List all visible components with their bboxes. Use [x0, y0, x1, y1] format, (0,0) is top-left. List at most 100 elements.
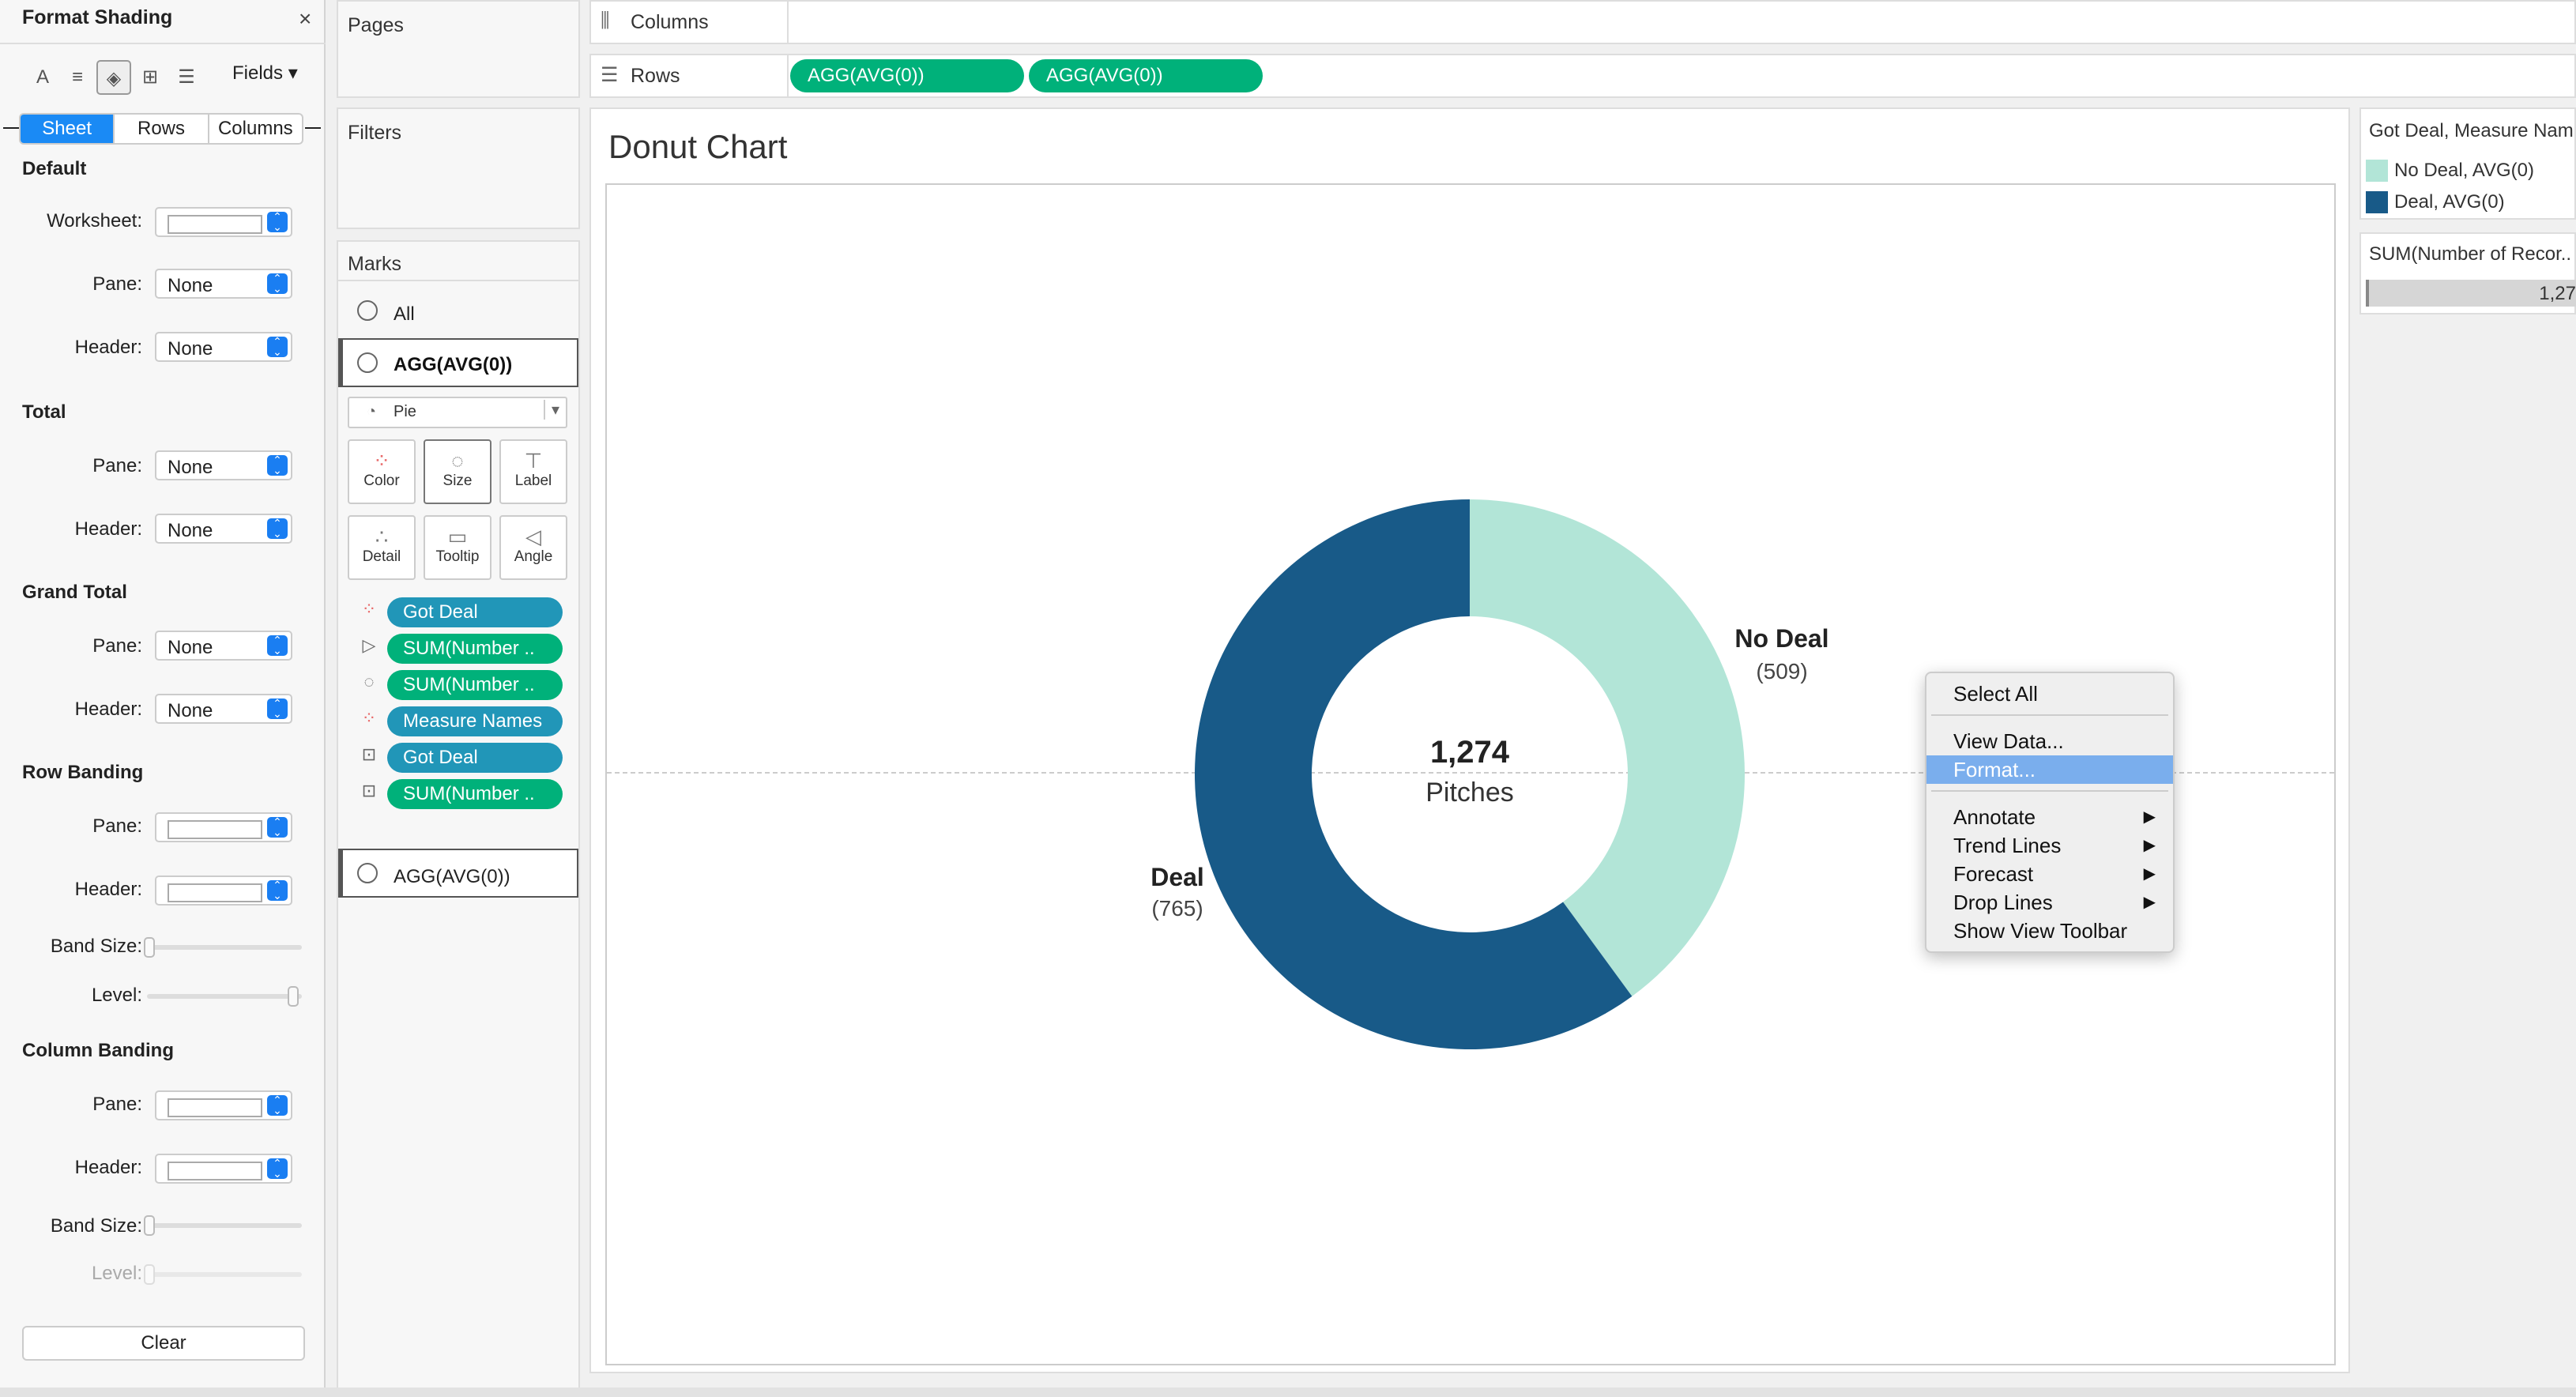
marks-pill-sum-size[interactable]: SUM(Number ..	[387, 670, 563, 700]
menu-item-format[interactable]: Format...	[1926, 755, 2173, 784]
marks-layer-1-label: AGG(AVG(0))	[394, 354, 513, 375]
donut-slice-deal[interactable]	[1194, 499, 1633, 1049]
header-label: Header:	[74, 1157, 142, 1178]
clear-button[interactable]: Clear	[22, 1326, 305, 1361]
grand-total-header-select[interactable]: None ⌃ ⌄	[155, 694, 292, 724]
size-legend-title: SUM(Number of Recor..	[2369, 243, 2572, 265]
donut-chart[interactable]	[1185, 490, 1754, 1059]
submenu-arrow-icon: ▶	[2143, 808, 2156, 826]
marks-layer-1[interactable]	[338, 338, 578, 387]
marks-pill-measure-names[interactable]: Measure Names	[387, 706, 563, 736]
grand-total-pane-select[interactable]: None ⌃ ⌄	[155, 631, 292, 661]
marks-pill-got-deal-label[interactable]: Got Deal	[387, 743, 563, 773]
row-banding-pane-color[interactable]: ⌃ ⌄	[155, 812, 292, 842]
donut-slice-no-deal[interactable]	[1470, 499, 1745, 996]
color-dots-icon: ⁘	[373, 449, 390, 473]
button-label: Detail	[362, 548, 401, 565]
color-legend[interactable]	[2359, 107, 2576, 220]
menu-item-select-all[interactable]: Select All	[1953, 682, 2038, 706]
stepper-icon: ⌃ ⌄	[267, 273, 288, 294]
color-button[interactable]: ⁘ Color	[348, 439, 416, 504]
menu-item-view-data[interactable]: View Data...	[1953, 729, 2064, 753]
legend-item-no-deal[interactable]: No Deal, AVG(0)	[2394, 160, 2534, 181]
marks-all-label[interactable]: All	[394, 303, 415, 325]
tab-rows[interactable]: Rows	[115, 115, 209, 143]
tooltip-button[interactable]: ▭ Tooltip	[424, 515, 491, 580]
color-swatch	[168, 1162, 262, 1180]
label-button[interactable]: ⊤ Label	[499, 439, 567, 504]
shading-icon[interactable]: ◈	[96, 60, 131, 95]
detail-icon: ∴	[375, 525, 389, 548]
slider-knob[interactable]	[144, 937, 155, 958]
marks-layer-2[interactable]	[338, 849, 578, 898]
fields-dropdown[interactable]: Fields ▾	[232, 62, 298, 84]
marks-pill-got-deal-color[interactable]: Got Deal	[387, 597, 563, 627]
button-label: Angle	[514, 548, 553, 565]
color-legend-title: Got Deal, Measure Nam	[2369, 120, 2574, 141]
menu-item-annotate[interactable]: Annotate ▶	[1926, 803, 2173, 831]
worksheet-label: Worksheet:	[47, 210, 142, 232]
tab-sheet[interactable]: Sheet	[21, 115, 115, 143]
default-header-select[interactable]: None ⌃ ⌄	[155, 332, 292, 362]
rows-pill-1[interactable]: AGG(AVG(0))	[790, 59, 1024, 92]
scope-tabs: Sheet Rows Columns	[19, 113, 303, 145]
label-icon: ⊤	[524, 449, 543, 473]
total-pane-select[interactable]: None ⌃ ⌄	[155, 450, 292, 480]
total-header-select[interactable]: None ⌃ ⌄	[155, 514, 292, 544]
rows-label: Rows	[631, 65, 680, 87]
menu-item-trend-lines[interactable]: Trend Lines ▶	[1926, 831, 2173, 860]
stepper-icon: ⌃ ⌄	[267, 518, 288, 539]
marks-pill-sum-label[interactable]: SUM(Number ..	[387, 779, 563, 809]
stepper-icon: ⌃ ⌄	[267, 698, 288, 719]
band-size-slider[interactable]	[147, 945, 302, 950]
column-banding-pane-color[interactable]: ⌃ ⌄	[155, 1090, 292, 1120]
band-size-slider[interactable]	[147, 1223, 302, 1228]
header-label: Header:	[74, 518, 142, 540]
lines-icon[interactable]: ☰	[178, 66, 195, 88]
mark-type-select[interactable]	[348, 397, 567, 428]
menu-item-drop-lines[interactable]: Drop Lines ▶	[1926, 888, 2173, 917]
slider-knob[interactable]	[144, 1215, 155, 1236]
pane-label: Pane:	[92, 273, 142, 295]
size-button[interactable]: ◌ Size	[424, 439, 491, 504]
tab-divider-line	[305, 127, 321, 129]
select-value: None	[168, 338, 213, 360]
color-swatch	[168, 215, 262, 234]
button-label: Size	[443, 473, 473, 489]
stepper-icon: ⌃ ⌄	[267, 454, 288, 476]
borders-icon[interactable]: ⊞	[141, 66, 159, 88]
tab-columns[interactable]: Columns	[217, 118, 293, 139]
divider	[787, 0, 789, 44]
legend-item-deal[interactable]: Deal, AVG(0)	[2394, 191, 2505, 213]
default-pane-select[interactable]: None ⌃ ⌄	[155, 269, 292, 299]
rows-pill-2[interactable]: AGG(AVG(0))	[1029, 59, 1263, 92]
level-slider[interactable]	[147, 994, 302, 999]
submenu-arrow-icon: ▶	[2143, 894, 2156, 911]
marks-pill-sum-angle[interactable]: SUM(Number ..	[387, 634, 563, 664]
label-icon: ⊡	[361, 744, 377, 764]
submenu-arrow-icon: ▶	[2143, 865, 2156, 883]
worksheet-color-select[interactable]: ⌃ ⌄	[155, 207, 292, 237]
pane-label: Pane:	[92, 455, 142, 476]
columns-shelf[interactable]	[589, 0, 2576, 44]
pie-icon: ◔	[367, 403, 377, 420]
menu-separator	[1931, 714, 2168, 716]
pages-card[interactable]	[337, 0, 580, 98]
menu-item-show-view-toolbar[interactable]: Show View Toolbar	[1953, 919, 2128, 943]
pie-icon	[357, 352, 378, 377]
level-label: Level:	[91, 1263, 142, 1284]
detail-button[interactable]: ∴ Detail	[348, 515, 416, 580]
menu-item-forecast[interactable]: Forecast ▶	[1926, 860, 2173, 888]
slider-knob[interactable]	[288, 986, 299, 1007]
stepper-icon: ⌃ ⌄	[267, 634, 288, 656]
header-label: Header:	[74, 879, 142, 900]
font-icon[interactable]: A	[36, 66, 49, 88]
row-banding-header-color[interactable]: ⌃ ⌄	[155, 875, 292, 906]
divider	[787, 54, 789, 98]
close-icon[interactable]: ×	[299, 6, 312, 31]
marks-card	[337, 240, 580, 1397]
angle-button[interactable]: ◁ Angle	[499, 515, 567, 580]
column-banding-header-color[interactable]: ⌃ ⌄	[155, 1154, 292, 1184]
button-label: Color	[363, 473, 400, 489]
alignment-icon[interactable]: ≡	[71, 66, 83, 88]
